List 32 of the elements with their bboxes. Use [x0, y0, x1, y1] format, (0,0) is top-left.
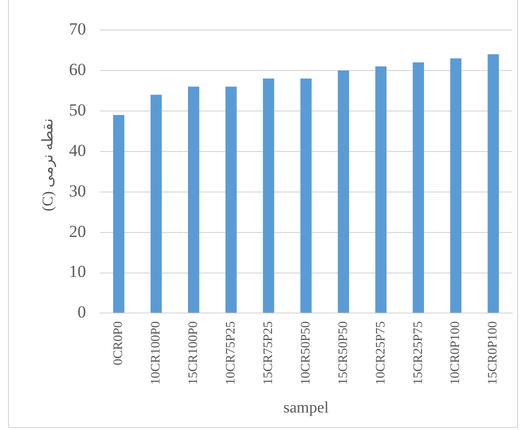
bar — [150, 94, 162, 313]
y-tick-label: 10 — [69, 262, 86, 282]
x-tick-label: 10CR50P50 — [297, 321, 312, 385]
x-tick-label: 15CR25P75 — [410, 321, 425, 385]
x-axis-title: sampel — [283, 400, 330, 417]
bar — [262, 78, 274, 313]
bar — [375, 66, 387, 313]
x-tick-label: 10CR25P75 — [372, 321, 388, 385]
x-tick-label: 15CR0P100 — [484, 321, 500, 385]
y-tick-label: 40 — [69, 140, 86, 160]
bar — [450, 58, 462, 313]
bar — [225, 86, 237, 313]
y-tick-label: 60 — [69, 60, 86, 79]
x-tick-label: 15CR100P0 — [185, 321, 200, 385]
x-tick-label: 10CR75P25 — [222, 321, 238, 385]
x-tick-label: 15CR50P50 — [334, 321, 350, 385]
x-tick-label: 15CR75P25 — [260, 321, 275, 385]
bar — [488, 54, 499, 313]
y-tick-label: 0 — [78, 302, 86, 322]
bar — [338, 70, 350, 313]
x-tick-label: 10CR0P100 — [447, 321, 462, 385]
bar — [188, 86, 200, 313]
x-tick-label: 0CR0P0 — [110, 321, 126, 366]
bar — [300, 78, 312, 313]
y-tick-label: 20 — [69, 222, 86, 241]
y-tick-label: 70 — [69, 19, 86, 38]
x-tick-label: 10CR100P0 — [148, 321, 163, 385]
bar — [412, 62, 424, 313]
y-tick-label: 30 — [69, 181, 86, 200]
y-axis-title: نقطه نرمی (C) — [40, 118, 58, 212]
y-tick-label: 50 — [69, 100, 86, 120]
bar — [113, 114, 124, 313]
